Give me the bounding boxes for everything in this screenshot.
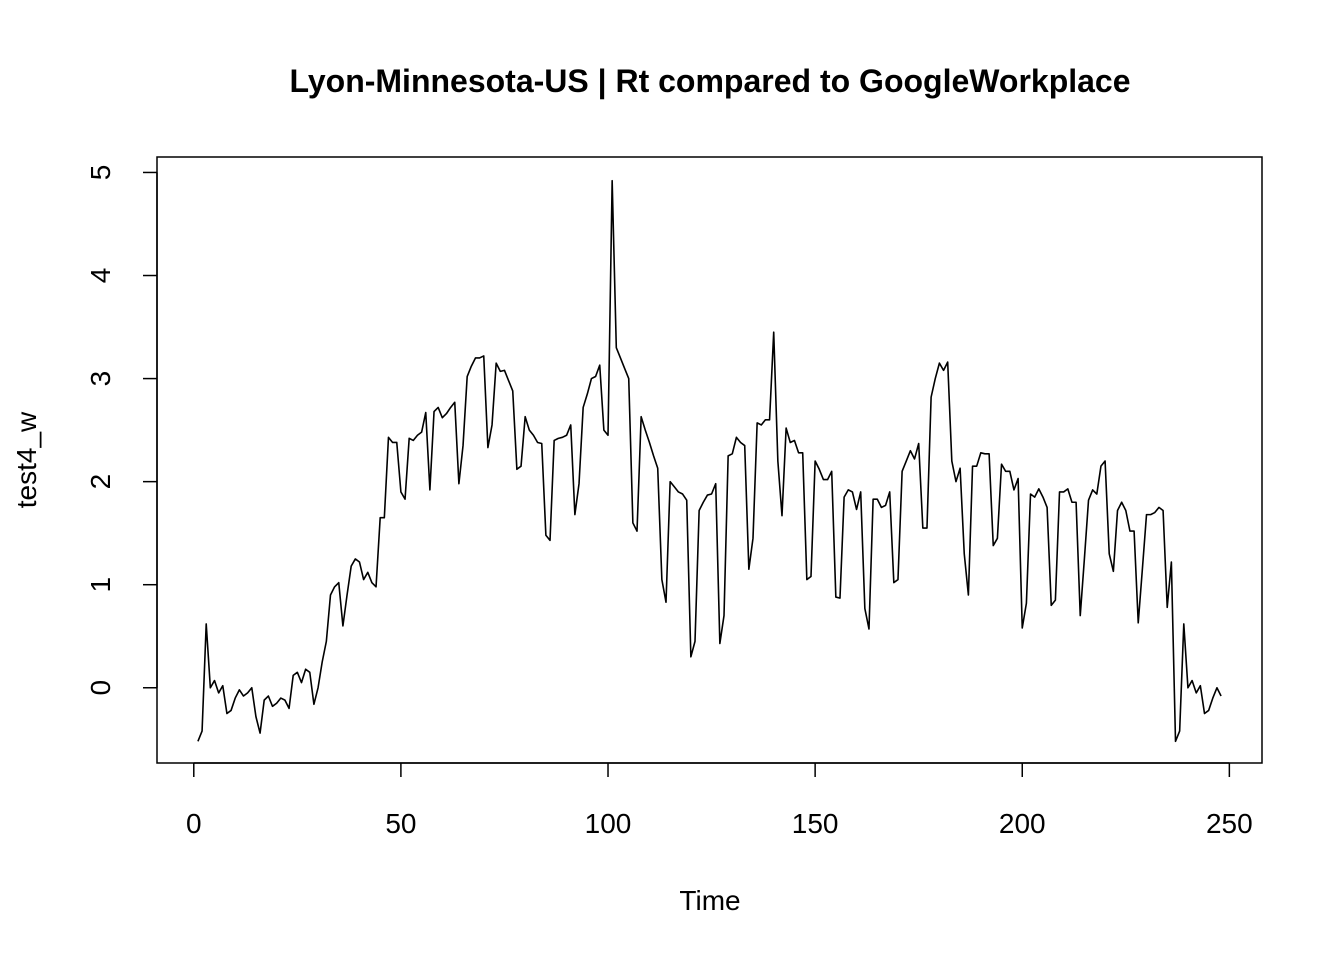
x-tick-label: 250 <box>1206 808 1253 839</box>
y-axis-label: test4_w <box>11 411 42 508</box>
chart-title: Lyon-Minnesota-US | Rt compared to Googl… <box>289 63 1130 99</box>
x-axis-label: Time <box>679 885 740 916</box>
y-tick-label: 0 <box>85 680 116 696</box>
x-tick-label: 200 <box>999 808 1046 839</box>
y-tick-label: 5 <box>85 165 116 181</box>
y-tick-label: 4 <box>85 268 116 284</box>
y-tick-label: 1 <box>85 577 116 593</box>
y-tick-label: 3 <box>85 371 116 387</box>
x-tick-label: 150 <box>792 808 839 839</box>
data-line <box>197 179 1222 743</box>
y-tick-label: 2 <box>85 474 116 490</box>
x-tick-label: 0 <box>186 808 202 839</box>
x-tick-label: 100 <box>585 808 632 839</box>
x-tick-label: 50 <box>385 808 416 839</box>
